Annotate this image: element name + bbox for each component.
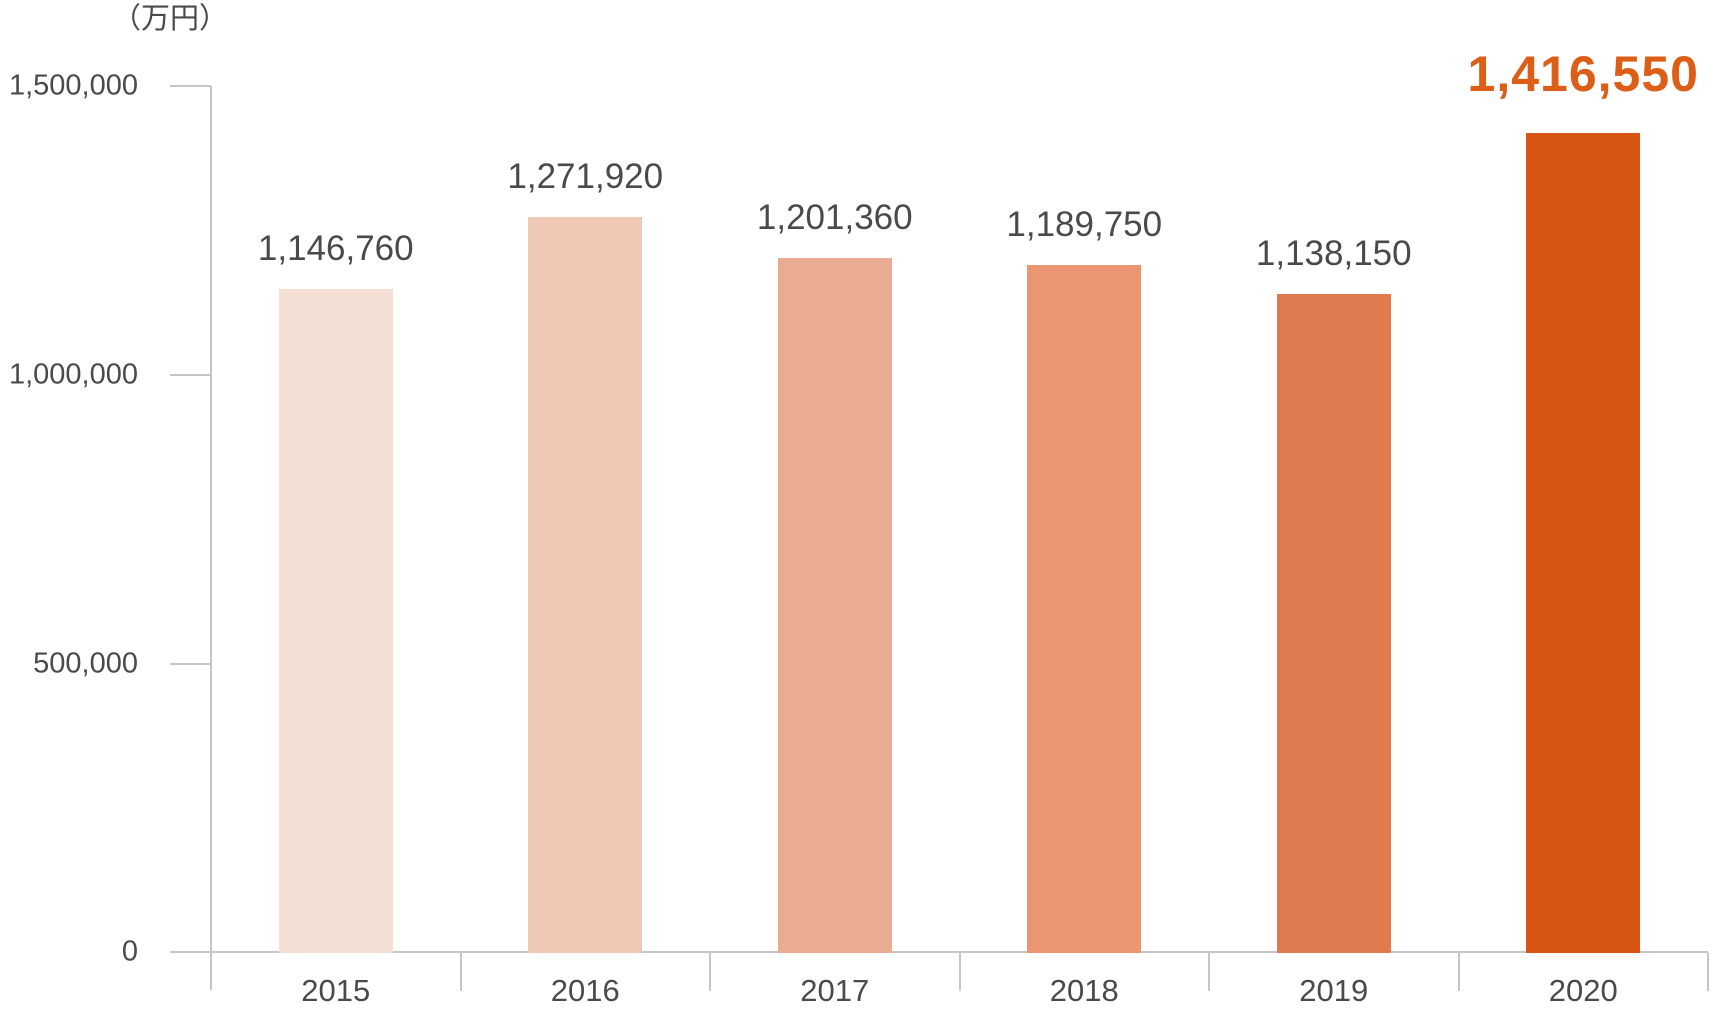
bar-column-2019: 1,138,150 2019 [1209,85,1460,1008]
bar-value-label-2015: 1,146,760 [257,229,414,269]
x-axis-label-2020: 2020 [1548,973,1618,1008]
bar-column-2015: 1,146,760 2015 [211,85,462,1008]
bar-value-label-2018: 1,189,750 [1006,204,1163,244]
y-tick-label-0: 0 [121,935,138,968]
y-axis-unit-label: （万円） [112,3,229,35]
y-tick-mark [170,374,211,376]
bar-column-2018: 1,189,750 2018 [960,85,1210,1008]
y-tick-label-1500000: 1,500,000 [8,69,138,102]
x-axis-line [170,951,1708,953]
x-tick-mark [1208,953,1210,991]
bar-2019 [1276,294,1391,953]
y-tick-label-500000: 500,000 [33,647,138,680]
x-tick-mark [459,953,462,991]
x-axis-label-2017: 2017 [800,973,870,1008]
x-tick-mark [1707,953,1709,991]
bar-value-label-2019: 1,138,150 [1255,234,1412,274]
bar-value-label-2017: 1,201,360 [756,197,913,237]
bar-column-2016: 1,271,920 2016 [461,85,711,1008]
y-tick-label-1000000: 1,000,000 [8,358,138,391]
bar-2015 [278,289,393,953]
bar-2020 [1526,133,1641,953]
x-axis-label-2018: 2018 [1049,973,1119,1008]
bar-2016 [528,216,643,953]
bar-2018 [1027,264,1142,953]
x-tick-mark [709,953,711,991]
x-axis-label-2019: 2019 [1299,973,1369,1008]
bar-2017 [777,257,892,953]
bar-column-2017: 1,201,360 2017 [710,85,961,1008]
bar-column-2020: 1,416,550 2020 [1459,46,1709,1008]
x-axis-label-2016: 2016 [550,973,620,1008]
y-tick-mark [170,663,211,665]
bar-value-label-2016: 1,271,920 [507,156,664,196]
bar-value-label-2020: 1,416,550 [1467,46,1699,103]
x-tick-mark [958,953,961,991]
y-tick-mark [170,85,211,87]
y-axis-line [210,86,212,990]
plot-area: 1,146,760 2015 1,271,920 2016 1,201,360 2017 1… [211,46,1709,1008]
x-tick-mark [1457,953,1460,991]
x-axis-label-2015: 2015 [301,973,371,1008]
